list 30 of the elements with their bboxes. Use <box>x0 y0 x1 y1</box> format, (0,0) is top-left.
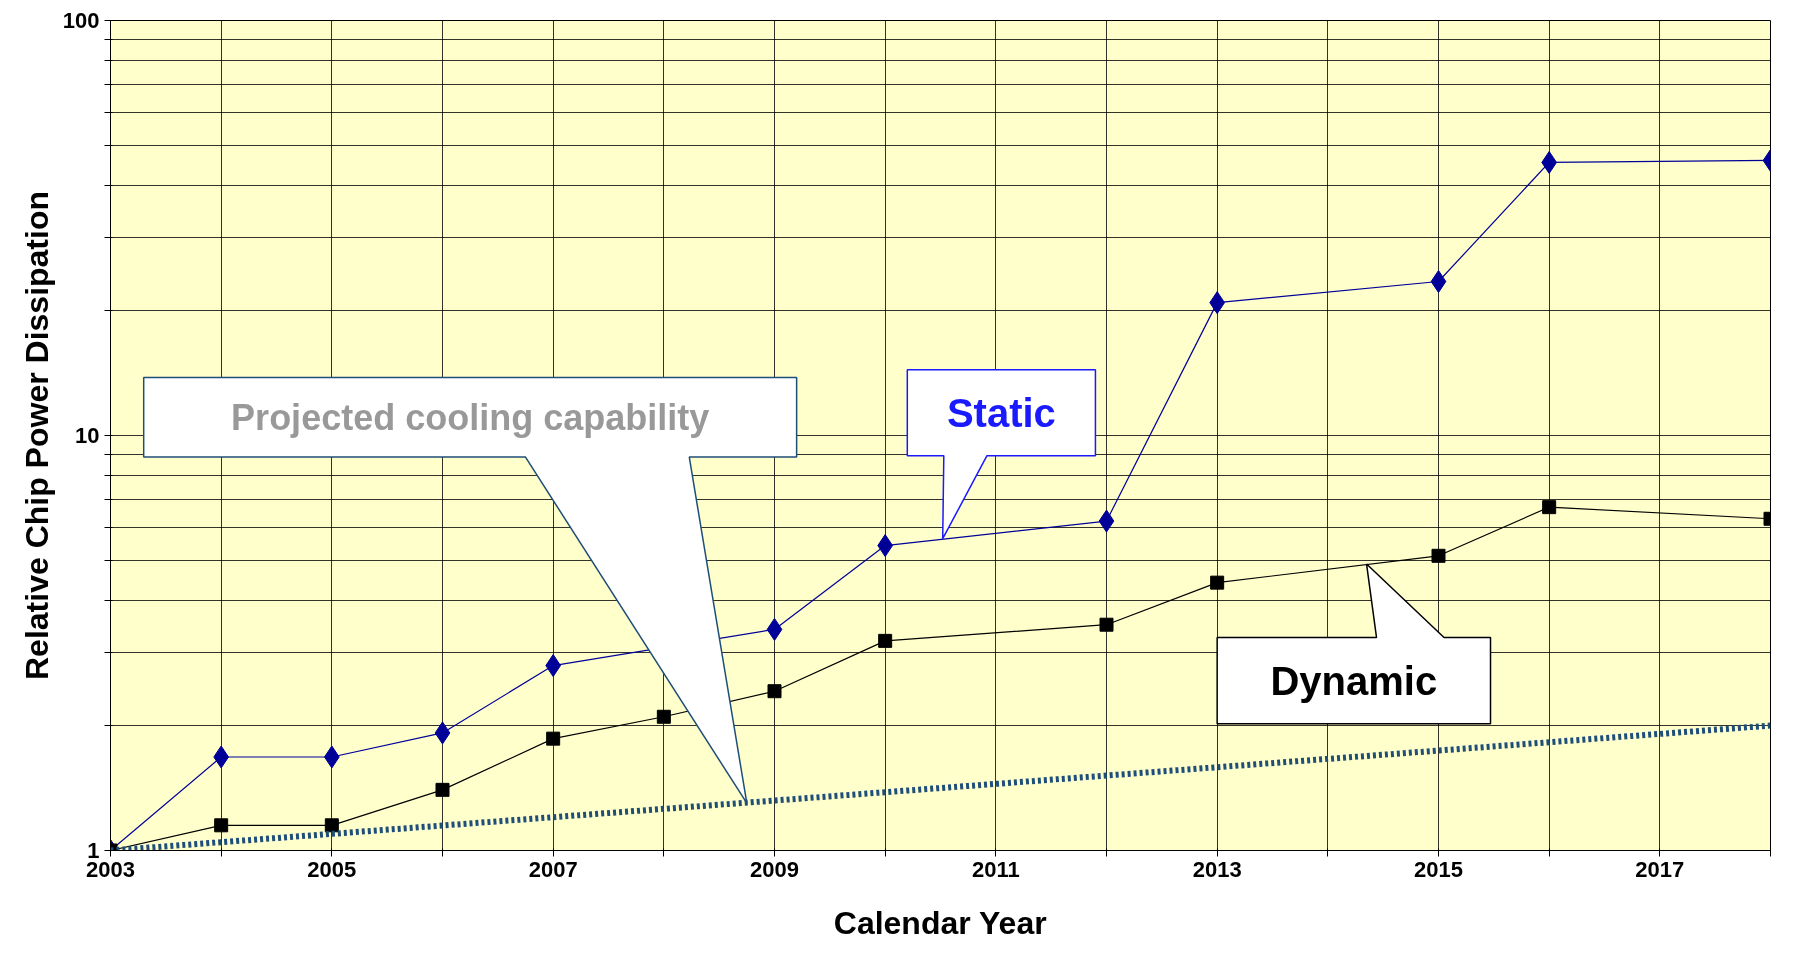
x-tick-label: 2015 <box>1414 856 1463 882</box>
annotation: Projected cooling capability <box>231 396 710 438</box>
x-tick-label: 2007 <box>528 856 578 882</box>
annotation: Static <box>946 390 1056 435</box>
point <box>766 617 783 641</box>
x-tick-label: 2009 <box>750 856 799 882</box>
point <box>1210 575 1225 590</box>
point <box>546 731 561 746</box>
point <box>435 782 450 797</box>
point <box>656 709 671 724</box>
point <box>1431 548 1446 563</box>
point <box>1430 270 1447 294</box>
x-tick-label: 2013 <box>1192 856 1242 882</box>
x-tick-label: 2017 <box>1635 856 1685 882</box>
x-tick-label: 2011 <box>971 856 1020 882</box>
y-tick-label: 100 <box>62 8 100 33</box>
y-axis-title: Relative Chip Power Dissipation <box>18 191 55 680</box>
y-tick-label: 10 <box>75 423 100 448</box>
point <box>767 684 782 699</box>
y-tick-label: 1 <box>87 838 100 863</box>
point <box>214 818 229 833</box>
x-axis-title: Calendar Year <box>833 904 1047 941</box>
point <box>1098 509 1115 533</box>
annotation: Dynamic <box>1270 658 1438 703</box>
point <box>1099 617 1114 632</box>
x-tick-label: 2005 <box>307 856 357 882</box>
point <box>324 818 339 833</box>
point <box>1542 500 1557 515</box>
point <box>878 633 893 648</box>
point <box>434 721 451 745</box>
